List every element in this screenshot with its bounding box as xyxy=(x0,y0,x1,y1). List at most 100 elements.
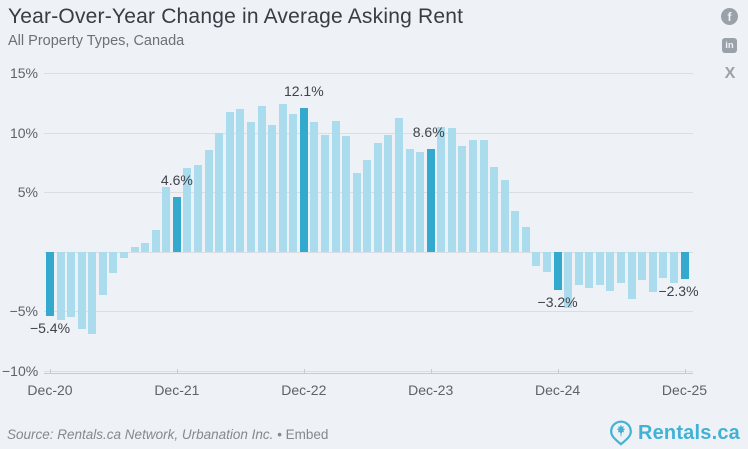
chart-bar-Dec-20[interactable] xyxy=(46,251,54,317)
linkedin-icon: in xyxy=(722,38,737,53)
y-axis-label: −5% xyxy=(9,303,38,320)
chart-bar-May-25[interactable] xyxy=(606,251,615,292)
gridline--10 xyxy=(44,371,693,372)
gridline--5 xyxy=(44,311,693,313)
x-axis-tick xyxy=(684,369,686,373)
y-axis-label: 5% xyxy=(17,184,38,201)
chart-bar-Mar-23[interactable] xyxy=(331,120,340,252)
chart-bar-Feb-24[interactable] xyxy=(447,127,456,252)
x-axis-line xyxy=(44,373,693,374)
chart-bar-Apr-21[interactable] xyxy=(88,251,97,335)
chart-bar-Nov-21[interactable] xyxy=(162,187,171,252)
chart-bar-Jul-23[interactable] xyxy=(373,143,382,252)
chart-bar-Dec-21[interactable] xyxy=(172,196,181,252)
chart-bar-May-24[interactable] xyxy=(479,139,488,252)
x-axis-label-Dec-25: Dec-25 xyxy=(661,382,708,398)
chart-bar-Oct-24[interactable] xyxy=(532,251,541,267)
chart-bar-Jun-23[interactable] xyxy=(363,160,372,252)
chart-bar-Jul-21[interactable] xyxy=(120,251,129,258)
social-share-column: f in X xyxy=(721,8,739,95)
chart-bar-Mar-24[interactable] xyxy=(458,145,467,252)
chart-bar-Oct-23[interactable] xyxy=(405,149,414,252)
chart-bar-Aug-22[interactable] xyxy=(257,106,266,252)
chart-bar-Dec-22[interactable] xyxy=(299,107,308,252)
chart-bar-Feb-25[interactable] xyxy=(574,251,583,286)
page-title: Year-Over-Year Change in Average Asking … xyxy=(8,5,464,28)
chart-bar-Jun-22[interactable] xyxy=(236,108,245,252)
chart-bar-Jul-24[interactable] xyxy=(500,180,509,252)
maple-leaf-pin-icon xyxy=(610,420,632,446)
chart-bar-Oct-22[interactable] xyxy=(278,103,287,252)
facebook-icon: f xyxy=(721,8,738,25)
x-icon: X xyxy=(724,65,736,82)
chart-bar-May-23[interactable] xyxy=(352,173,361,252)
logo-text: Rentals.ca xyxy=(637,421,740,444)
chart-bar-Jul-25[interactable] xyxy=(627,251,636,300)
chart-bar-Sep-25[interactable] xyxy=(648,251,657,293)
chart-bar-Nov-22[interactable] xyxy=(289,113,298,252)
chart-bar-Aug-21[interactable] xyxy=(130,247,139,252)
data-label-Dec-22: 12.1% xyxy=(283,82,324,99)
x-axis-label-Dec-24: Dec-24 xyxy=(535,382,581,398)
x-axis-tick xyxy=(176,369,178,373)
chart-bar-May-22[interactable] xyxy=(225,112,234,252)
chart-bar-Jan-22[interactable] xyxy=(183,168,192,252)
chart-bar-Dec-25[interactable] xyxy=(680,251,689,280)
chart-bar-Dec-23[interactable] xyxy=(426,149,435,252)
chart-bar-Mar-21[interactable] xyxy=(77,251,86,330)
source-attribution: Source: Rentals.ca Network, Urbanation I… xyxy=(7,427,328,442)
chart-bar-Nov-23[interactable] xyxy=(416,151,425,252)
chart-bar-Aug-23[interactable] xyxy=(384,134,393,252)
separator-bullet: • xyxy=(273,427,286,442)
chart-bar-Aug-25[interactable] xyxy=(638,251,647,281)
chart-bar-Nov-25[interactable] xyxy=(669,251,678,283)
chart-bar-Feb-21[interactable] xyxy=(67,251,76,318)
chart-bar-Apr-23[interactable] xyxy=(342,136,351,252)
x-axis-tick xyxy=(557,369,559,373)
data-label-Dec-20: −5.4% xyxy=(29,320,71,337)
chart-bar-Oct-21[interactable] xyxy=(151,230,160,252)
chart-bar-Aug-24[interactable] xyxy=(511,211,520,252)
embed-link[interactable]: Embed xyxy=(285,427,329,442)
chart-bar-Apr-24[interactable] xyxy=(469,139,477,252)
y-axis-label: −10% xyxy=(2,363,39,379)
chart-bar-Oct-25[interactable] xyxy=(659,251,668,279)
chart-bar-Jan-23[interactable] xyxy=(310,121,319,252)
data-label-Dec-21: 4.6% xyxy=(160,171,193,188)
chart-bar-Mar-22[interactable] xyxy=(204,150,213,252)
chart-bar-Jul-22[interactable] xyxy=(246,121,255,252)
chart-bar-Apr-25[interactable] xyxy=(595,251,604,286)
chart-bar-Jan-24[interactable] xyxy=(437,126,446,252)
chart-bar-Sep-21[interactable] xyxy=(141,243,150,252)
chart-bar-Sep-24[interactable] xyxy=(521,226,530,252)
chart-bar-May-21[interactable] xyxy=(98,251,107,295)
gridline-10 xyxy=(44,132,693,134)
chart-bar-Feb-22[interactable] xyxy=(194,164,203,252)
x-axis-tick xyxy=(430,369,432,373)
linkedin-share-button[interactable]: in xyxy=(721,38,739,53)
chart-bar-Jan-25[interactable] xyxy=(564,251,573,308)
chart-subtitle: All Property Types, Canada xyxy=(8,33,185,49)
chart-bar-Jun-21[interactable] xyxy=(109,251,118,274)
chart-bar-Jun-25[interactable] xyxy=(617,251,626,283)
data-label-Dec-23: 8.6% xyxy=(412,124,445,141)
chart-bar-Apr-22[interactable] xyxy=(215,132,224,252)
gridline-15 xyxy=(44,73,693,74)
rentals-ca-logo[interactable]: Rentals.ca xyxy=(608,419,740,447)
chart-bar-Dec-24[interactable] xyxy=(553,251,562,290)
chart-bar-Feb-23[interactable] xyxy=(320,134,329,252)
chart-bar-Mar-25[interactable] xyxy=(585,251,594,288)
chart-bar-Jan-21[interactable] xyxy=(56,251,65,320)
x-axis-label-Dec-23: Dec-23 xyxy=(408,382,454,398)
chart-bar-Sep-23[interactable] xyxy=(394,118,403,252)
y-axis-label: 15% xyxy=(9,65,38,81)
x-share-button[interactable]: X xyxy=(721,66,739,82)
x-axis-label-Dec-20: Dec-20 xyxy=(27,382,73,398)
y-axis-label: 10% xyxy=(9,124,38,141)
chart-bar-Jun-24[interactable] xyxy=(490,167,499,252)
x-axis-label-Dec-22: Dec-22 xyxy=(281,382,327,398)
chart-bar-Sep-22[interactable] xyxy=(268,125,277,252)
data-label-Dec-25: −2.3% xyxy=(658,283,699,300)
chart-bar-Nov-24[interactable] xyxy=(543,251,552,273)
facebook-share-button[interactable]: f xyxy=(721,8,739,25)
